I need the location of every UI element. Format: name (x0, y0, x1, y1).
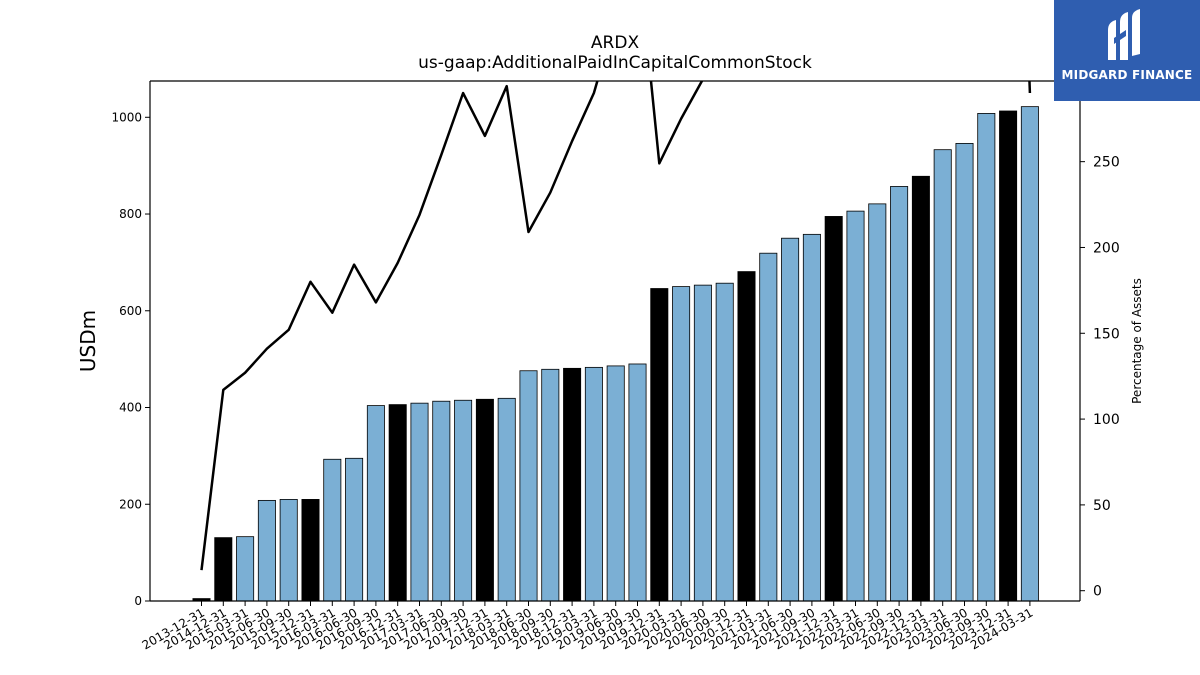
bar-2015-06-30 (257, 499, 276, 602)
bar-2020-09-30 (715, 282, 734, 602)
bar-2018-03-31 (497, 397, 516, 602)
bar-2020-12-31 (737, 271, 756, 602)
bar-2021-09-30 (802, 233, 821, 602)
bar-2022-09-30 (890, 186, 909, 602)
bar-2016-06-30 (345, 457, 364, 602)
line-series (200, 81, 1032, 571)
y-tick-label: 1000 (111, 110, 142, 124)
y-tick-label-right: 100 (1093, 412, 1120, 428)
bar-2017-06-30 (432, 400, 451, 602)
y-axis-label-right: Percentage of Assets (1130, 278, 1144, 404)
bar-2024-03-31 (1020, 106, 1039, 602)
bar-2016-09-30 (366, 405, 385, 602)
brand-logo: MIDGARD FINANCE (1054, 0, 1200, 101)
bar-2018-12-31 (563, 367, 582, 602)
bar-2020-03-31 (672, 286, 691, 602)
y-axis-label-left: USDm (76, 310, 100, 372)
y-tick-label: 0 (134, 594, 142, 608)
bar-2017-03-31 (410, 402, 429, 602)
bar-2017-09-30 (454, 399, 473, 602)
bar-2023-12-31 (999, 110, 1018, 602)
bar-2015-12-31 (301, 499, 320, 602)
y-tick-label: 600 (119, 304, 142, 318)
brand-name: MIDGARD FINANCE (1061, 68, 1193, 82)
bar-2022-03-31 (846, 210, 865, 602)
y-tick-label-right: 50 (1093, 498, 1111, 514)
bar-2023-03-31 (933, 149, 952, 602)
axes (149, 80, 1081, 602)
bar-2019-09-30 (628, 363, 647, 602)
bar-2022-12-31 (911, 175, 930, 602)
bar-2019-03-31 (584, 366, 603, 602)
bar-2015-03-31 (236, 536, 255, 602)
chart-title: ARDX (591, 33, 640, 53)
y-tick-labels-left: 0 200 400 600 800 1000 (111, 110, 150, 608)
bar-2016-03-31 (323, 458, 342, 602)
bar-2023-09-30 (977, 113, 996, 602)
y-tick-label-right: 250 (1093, 155, 1120, 171)
bar-2021-06-30 (781, 237, 800, 602)
midgard-logo-icon (1108, 9, 1140, 60)
bar-2018-06-30 (519, 370, 538, 602)
y-tick-label-right: 200 (1093, 240, 1120, 256)
bar-2016-12-31 (388, 404, 407, 602)
chart-subtitle: us-gaap:AdditionalPaidInCapitalCommonSto… (418, 53, 812, 73)
percentage-of-assets-line (200, 81, 1032, 571)
bar-2023-06-30 (955, 142, 974, 602)
bar-2014-12-31 (214, 537, 233, 602)
bar-2021-12-31 (824, 216, 843, 602)
bar-2019-06-30 (606, 365, 625, 602)
bar-2018-09-30 (541, 368, 560, 602)
y-tick-label: 400 (119, 401, 142, 415)
bar-2015-09-30 (279, 499, 298, 602)
x-tick-labels: 2013-12-312014-12-312015-03-312015-06-30… (140, 601, 1035, 652)
bar-2017-12-31 (475, 398, 494, 602)
bar-series (192, 106, 1039, 602)
y-tick-labels-right: 0 50 100 150 200 250 (1080, 155, 1120, 600)
bar-2022-06-30 (868, 203, 887, 602)
y-tick-label: 200 (119, 497, 142, 511)
y-tick-label-right: 0 (1093, 584, 1102, 600)
bar-2021-03-31 (759, 252, 778, 602)
bar-2019-12-31 (650, 288, 669, 602)
y-tick-label-right: 150 (1093, 326, 1120, 342)
y-tick-label: 800 (119, 207, 142, 221)
bar-2020-06-30 (693, 284, 712, 602)
